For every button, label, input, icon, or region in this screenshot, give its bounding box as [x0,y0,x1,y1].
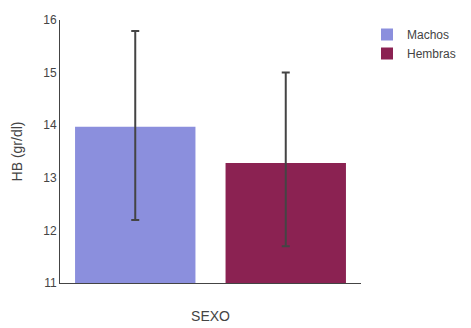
svg-text:11: 11 [44,276,57,290]
svg-text:HB (gr/dl): HB (gr/dl) [9,122,25,182]
svg-text:Hembras: Hembras [407,47,456,61]
svg-text:15: 15 [43,66,57,80]
svg-text:13: 13 [43,171,57,185]
svg-text:14: 14 [43,118,57,132]
svg-text:Machos: Machos [407,28,449,42]
svg-text:SEXO: SEXO [191,308,230,324]
svg-text:16: 16 [43,13,57,27]
svg-text:12: 12 [43,224,57,238]
